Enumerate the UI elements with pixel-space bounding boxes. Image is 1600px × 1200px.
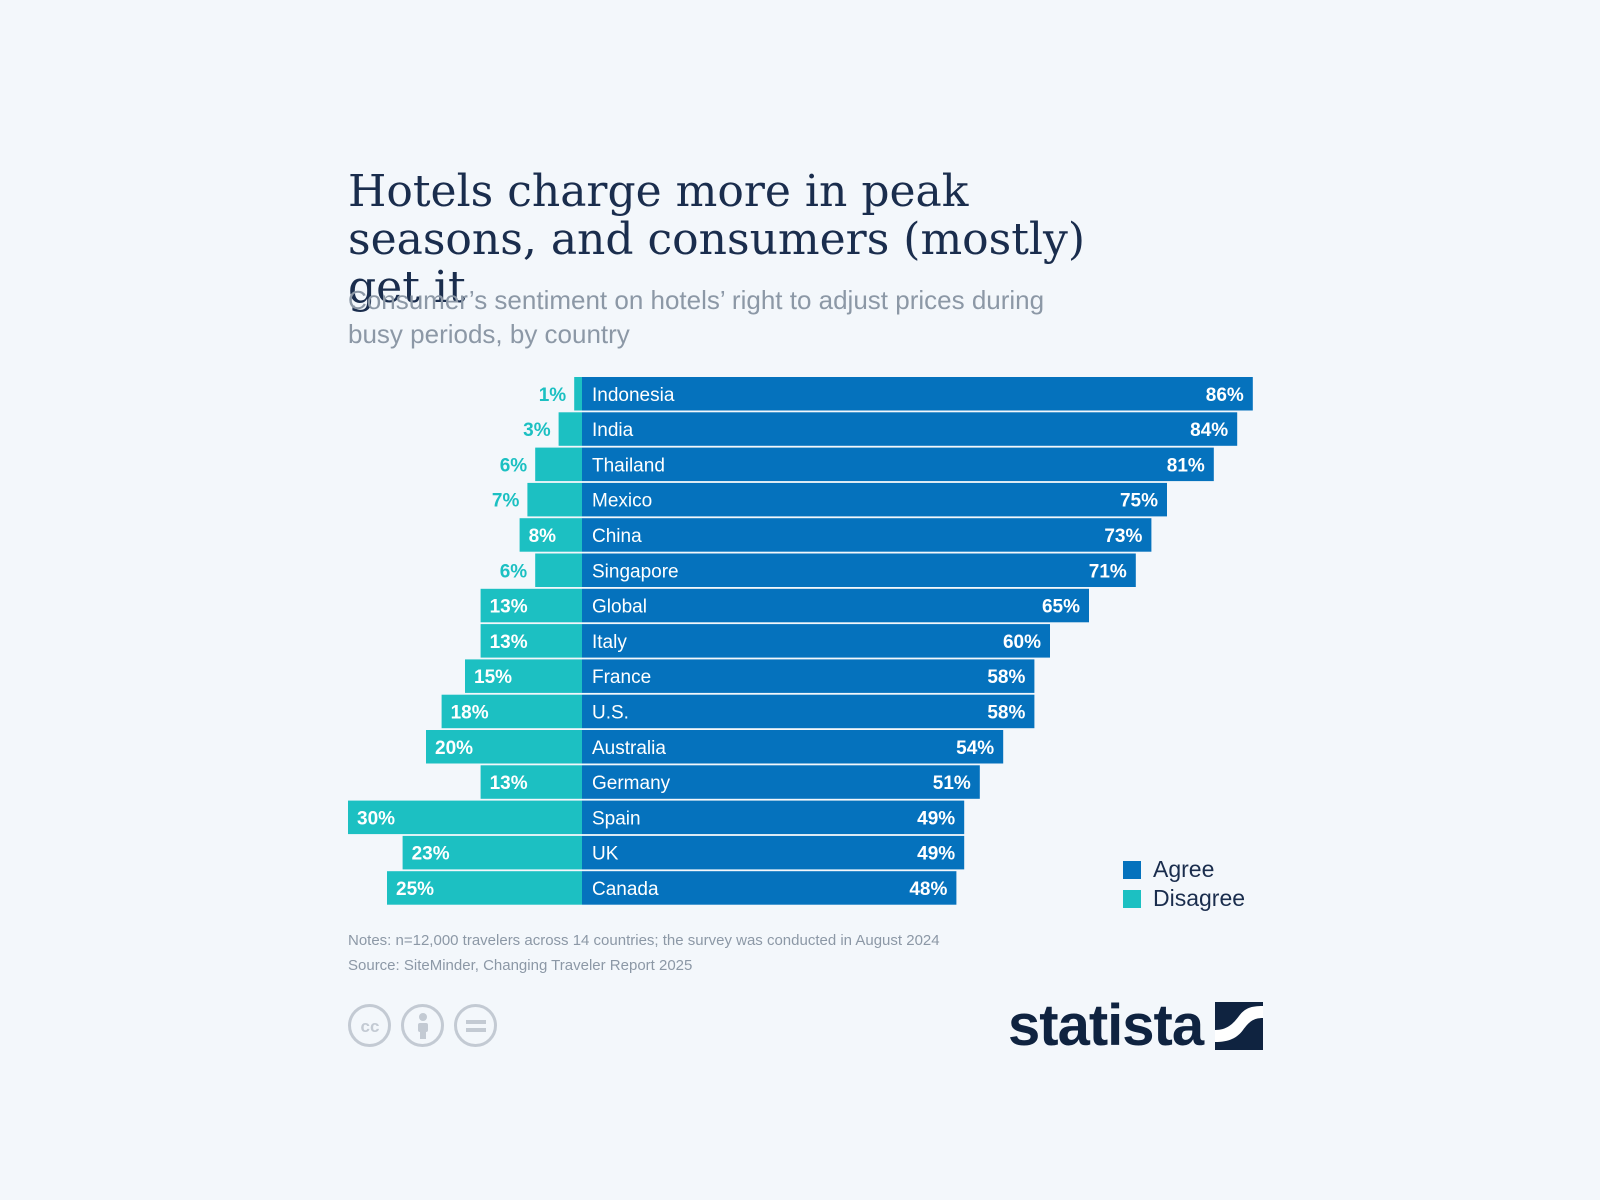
- category-label-indonesia: Indonesia: [592, 385, 675, 406]
- value-label-agree-india: 84%: [1190, 420, 1228, 441]
- value-label-agree-uk: 49%: [917, 844, 955, 865]
- legend-swatch-disagree: [1123, 889, 1141, 908]
- legend-item-agree: Agree: [1123, 855, 1245, 884]
- value-label-disagree-australia: 20%: [435, 738, 473, 759]
- value-label-agree-mexico: 75%: [1120, 491, 1158, 512]
- value-label-disagree-u-s: 18%: [451, 702, 489, 723]
- value-label-disagree-italy: 13%: [490, 632, 528, 653]
- value-label-disagree-india: 3%: [523, 420, 551, 441]
- legend: Agree Disagree: [1123, 855, 1245, 913]
- category-label-india: India: [592, 420, 634, 441]
- value-label-agree-germany: 51%: [933, 773, 971, 794]
- bar-disagree-india: [558, 412, 582, 446]
- value-label-agree-italy: 60%: [1003, 632, 1041, 653]
- chart-subtitle: Consumer’s sentiment on hotels’ right to…: [348, 285, 1045, 349]
- legend-item-disagree: Disagree: [1123, 884, 1245, 913]
- value-label-disagree-uk: 23%: [412, 844, 450, 865]
- bar-agree-indonesia: [582, 377, 1253, 411]
- bar-agree-spain: [582, 800, 965, 835]
- bar-disagree-singapore: [535, 553, 582, 587]
- category-label-france: France: [592, 667, 651, 688]
- bar-agree-thailand: [582, 447, 1214, 482]
- no-derivatives-icon[interactable]: [454, 1004, 497, 1047]
- category-label-spain: Spain: [592, 808, 641, 829]
- bar-disagree-mexico: [527, 482, 582, 517]
- value-label-disagree-spain: 30%: [357, 808, 395, 829]
- bar-agree-china: [582, 518, 1152, 552]
- bar-disagree-canada: [387, 871, 582, 905]
- value-label-agree-france: 58%: [987, 667, 1025, 688]
- legend-label-disagree: Disagree: [1153, 885, 1246, 911]
- category-label-italy: Italy: [592, 632, 627, 653]
- bar-disagree-france: [465, 659, 582, 693]
- attribution-icon[interactable]: [401, 1004, 444, 1047]
- value-label-disagree-mexico: 7%: [492, 491, 520, 512]
- bar-agree-global: [582, 588, 1089, 623]
- logo-text: statista: [1008, 993, 1204, 1058]
- bar-agree-australia: [582, 730, 1004, 764]
- value-label-agree-canada: 48%: [909, 879, 947, 900]
- category-label-global: Global: [592, 597, 647, 618]
- value-label-agree-spain: 49%: [917, 808, 955, 829]
- bar-agree-mexico: [582, 482, 1167, 517]
- bar-disagree-indonesia: [574, 377, 582, 411]
- value-label-disagree-thailand: 6%: [500, 455, 528, 476]
- category-label-thailand: Thailand: [592, 455, 665, 476]
- svg-text:cc: cc: [360, 1017, 379, 1036]
- category-label-uk: UK: [592, 844, 619, 865]
- notes-block: Notes: n=12,000 travelers across 14 coun…: [348, 928, 940, 978]
- bar-disagree-global: [480, 588, 582, 623]
- category-label-mexico: Mexico: [592, 491, 652, 512]
- bar-disagree-italy: [480, 624, 582, 658]
- value-label-agree-indonesia: 86%: [1206, 385, 1244, 406]
- bar-disagree-germany: [480, 765, 582, 799]
- value-label-disagree-china: 8%: [529, 526, 557, 547]
- bar-chart: Indonesia 86% 1% India 84% 3% Thailand 81% 6% Mex…: [348, 377, 1253, 905]
- category-label-germany: Germany: [592, 773, 671, 794]
- bar-disagree-u-s: [441, 694, 582, 729]
- value-label-disagree-canada: 25%: [396, 879, 434, 900]
- value-label-disagree-global: 13%: [490, 597, 528, 618]
- bar-agree-france: [582, 659, 1035, 693]
- category-label-china: China: [592, 526, 642, 547]
- value-label-disagree-germany: 13%: [490, 773, 528, 794]
- bar-disagree-china: [519, 518, 582, 552]
- bar-agree-uk: [582, 835, 965, 870]
- bar-agree-canada: [582, 871, 957, 905]
- chart-title: Hotels charge more in peak seasons, and …: [348, 166, 1086, 313]
- notes-text: Notes: n=12,000 travelers across 14 coun…: [348, 932, 940, 949]
- value-label-agree-global: 65%: [1042, 597, 1080, 618]
- category-label-u-s: U.S.: [592, 702, 629, 723]
- statista-mark-icon: [1215, 1002, 1264, 1050]
- legend-label-agree: Agree: [1153, 856, 1215, 882]
- value-label-agree-thailand: 81%: [1167, 455, 1205, 476]
- category-label-singapore: Singapore: [592, 561, 679, 582]
- value-label-agree-australia: 54%: [956, 738, 994, 759]
- bar-agree-italy: [582, 624, 1050, 658]
- legend-swatch-agree: [1123, 860, 1141, 879]
- bar-agree-india: [582, 412, 1238, 446]
- category-label-australia: Australia: [592, 738, 666, 759]
- source-text: Source: SiteMinder, Changing Traveler Re…: [348, 957, 693, 974]
- bar-agree-u-s: [582, 694, 1035, 729]
- value-label-disagree-singapore: 6%: [500, 561, 528, 582]
- value-label-agree-u-s: 58%: [987, 702, 1025, 723]
- bar-disagree-thailand: [535, 447, 582, 482]
- value-label-disagree-indonesia: 1%: [539, 385, 567, 406]
- bar-agree-singapore: [582, 553, 1136, 587]
- value-label-agree-china: 73%: [1104, 526, 1142, 547]
- statista-logo[interactable]: statista: [1008, 993, 1264, 1058]
- bar-agree-germany: [582, 765, 980, 799]
- license-icons: cc: [348, 1004, 497, 1047]
- bar-disagree-uk: [402, 835, 582, 870]
- bar-disagree-spain: [348, 800, 582, 835]
- bar-disagree-australia: [426, 730, 582, 764]
- value-label-agree-singapore: 71%: [1089, 561, 1127, 582]
- value-label-disagree-france: 15%: [474, 667, 512, 688]
- category-label-canada: Canada: [592, 879, 659, 900]
- cc-icon[interactable]: cc: [348, 1004, 391, 1047]
